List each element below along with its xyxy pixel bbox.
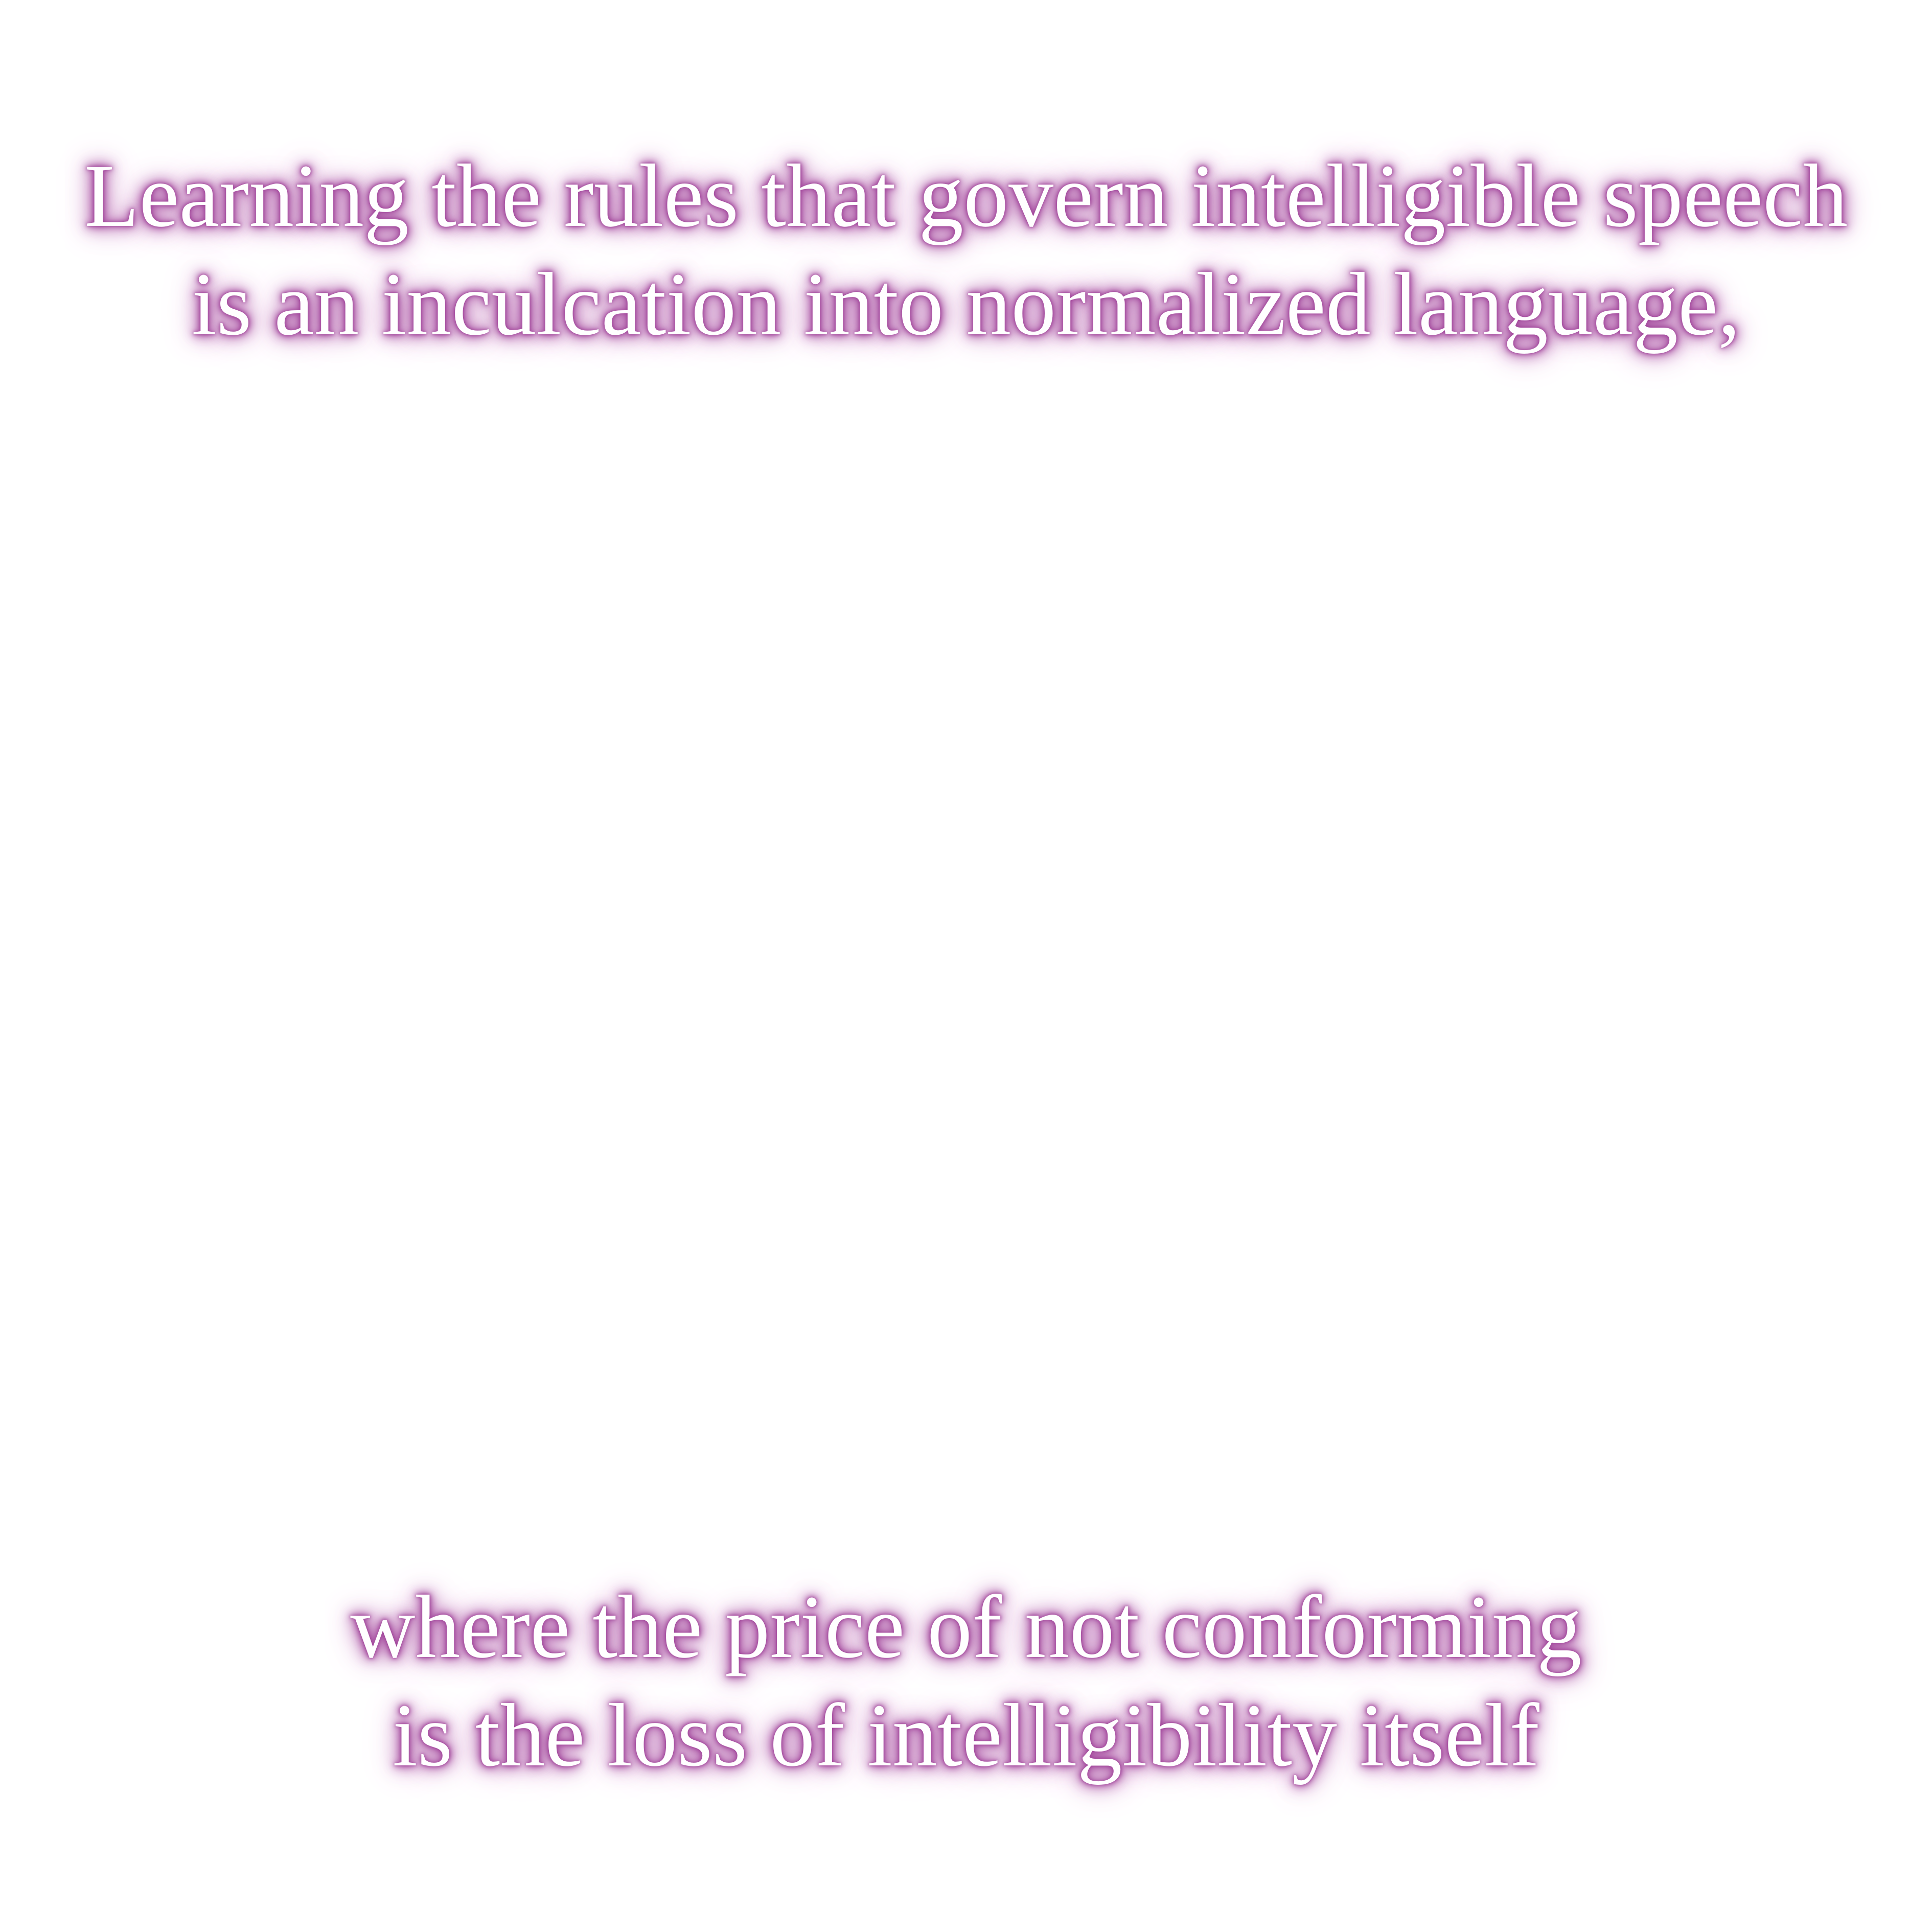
top-caption: Learning the rules that govern intelligi… bbox=[0, 142, 1932, 359]
bottom-caption: where the price of not conforming is the… bbox=[0, 1573, 1932, 1790]
top-caption-line-1: Learning the rules that govern intelligi… bbox=[84, 146, 1848, 246]
bottom-caption-line-1: where the price of not conforming bbox=[350, 1577, 1582, 1677]
top-caption-line-2: is an inculcation into normalized langua… bbox=[191, 255, 1741, 354]
bottom-caption-line-2: is the loss of intelligibility itself bbox=[393, 1686, 1539, 1785]
